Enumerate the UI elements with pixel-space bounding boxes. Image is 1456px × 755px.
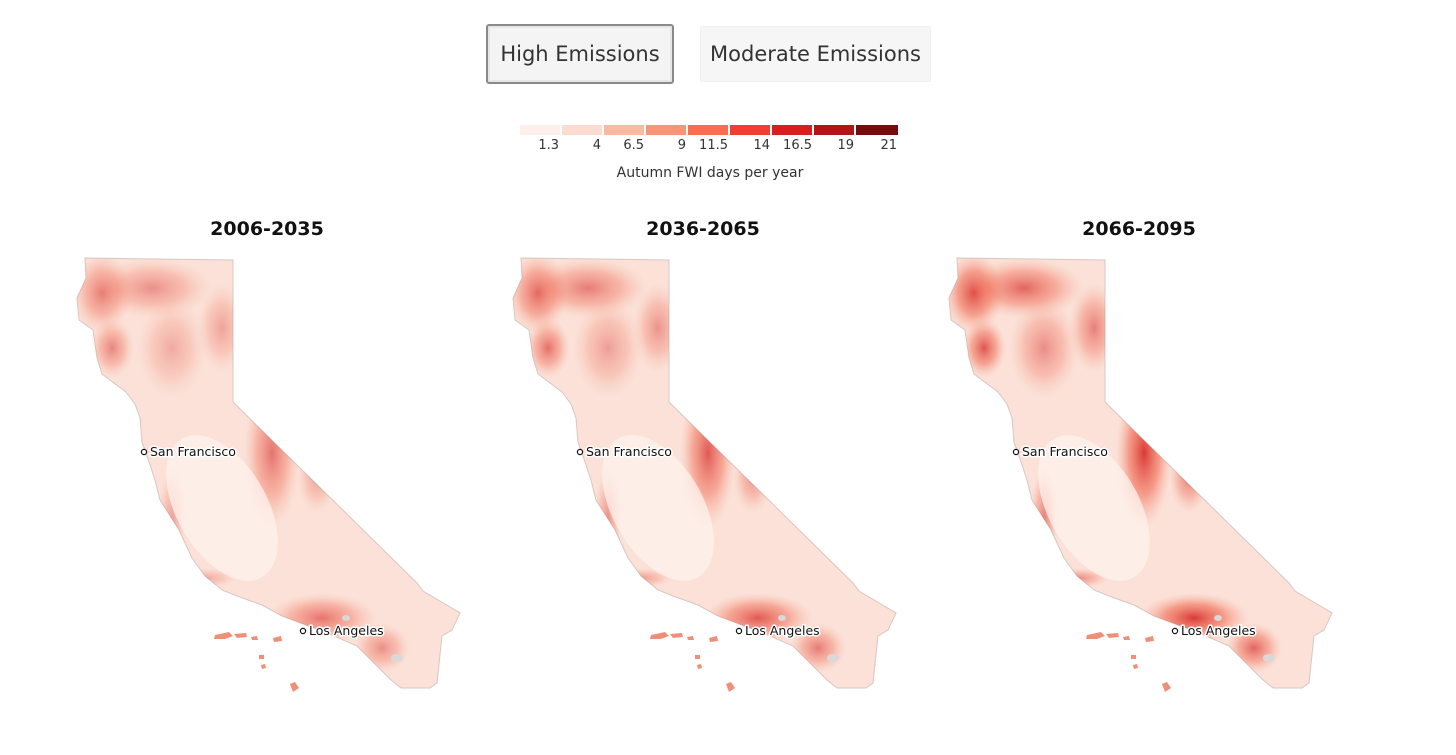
moderate-emissions-button[interactable]: Moderate Emissions <box>700 26 931 82</box>
lake <box>150 447 160 453</box>
legend-swatch-7 <box>772 125 812 135</box>
channel-island <box>1162 682 1171 692</box>
lake <box>827 654 839 662</box>
legend-swatch-4 <box>646 125 686 135</box>
san-francisco-marker <box>140 448 148 456</box>
channel-island <box>234 633 247 638</box>
los-angeles-marker <box>299 627 307 635</box>
san-francisco-label: San Francisco <box>586 444 672 459</box>
california-map: San Francisco Los Angeles <box>76 257 461 692</box>
lake <box>1263 654 1275 662</box>
channel-island <box>709 636 718 642</box>
channel-island <box>695 655 700 659</box>
los-angeles-marker <box>735 627 743 635</box>
channel-island <box>259 655 264 659</box>
lake <box>1022 447 1032 453</box>
channel-island <box>687 636 694 640</box>
san-francisco-marker <box>576 448 584 456</box>
fire-weather-heat-layer <box>513 258 846 673</box>
channel-island <box>1086 632 1105 639</box>
channel-island <box>273 636 282 642</box>
legend-tick-1: 1.3 <box>538 138 559 153</box>
legend-tick-7: 16.5 <box>783 138 812 153</box>
los-angeles-marker <box>1171 627 1179 635</box>
channel-island <box>1123 636 1130 640</box>
channel-island <box>214 632 233 639</box>
color-legend: 1.3 4 6.5 9 11.5 14 16.5 19 21 Autumn FW… <box>520 125 900 185</box>
san-francisco-label: San Francisco <box>1022 444 1108 459</box>
legend-tick-2: 4 <box>592 138 601 153</box>
legend-tick-3: 6.5 <box>623 138 644 153</box>
map-title: 2066-2095 <box>1082 218 1196 240</box>
legend-swatch-5 <box>688 125 728 135</box>
map-panel-3: San Francisco Los Angeles 2066-2095 <box>929 218 1349 718</box>
san-francisco-marker <box>1012 448 1020 456</box>
legend-swatch-9 <box>856 125 898 135</box>
fire-weather-heat-layer <box>77 258 410 673</box>
lake <box>778 615 786 621</box>
legend-tick-6: 14 <box>753 138 770 153</box>
channel-island <box>670 633 683 638</box>
lake <box>586 447 596 453</box>
legend-swatch-8 <box>814 125 854 135</box>
legend-swatch-6 <box>730 125 770 135</box>
los-angeles-label: Los Angeles <box>1181 623 1256 638</box>
channel-island <box>1145 636 1154 642</box>
los-angeles-label: Los Angeles <box>309 623 384 638</box>
channel-island <box>251 636 258 640</box>
san-francisco-label: San Francisco <box>150 444 236 459</box>
legend-swatch-2 <box>562 125 602 135</box>
high-emissions-button[interactable]: High Emissions <box>486 24 674 84</box>
legend-swatch-1 <box>520 125 560 135</box>
channel-island <box>726 682 735 692</box>
map-title: 2006-2035 <box>210 218 324 240</box>
legend-title: Autumn FWI days per year <box>616 165 804 181</box>
channel-island <box>290 682 299 692</box>
legend-tick-9: 21 <box>880 138 897 153</box>
legend-swatch-3 <box>604 125 644 135</box>
fire-weather-heat-layer <box>949 258 1282 673</box>
channel-island <box>1106 633 1119 638</box>
map-title: 2036-2065 <box>646 218 760 240</box>
california-map: San Francisco Los Angeles <box>512 257 897 692</box>
lake <box>1214 615 1222 621</box>
los-angeles-label: Los Angeles <box>745 623 820 638</box>
map-panel-2: San Francisco Los Angeles 2036-2065 <box>493 218 913 718</box>
california-map: San Francisco Los Angeles <box>948 257 1333 692</box>
legend-tick-4: 9 <box>677 138 686 153</box>
lake <box>342 615 350 621</box>
lake <box>391 654 403 662</box>
channel-island <box>650 632 669 639</box>
channel-island <box>697 664 702 669</box>
channel-island <box>261 664 266 669</box>
channel-island <box>1131 655 1136 659</box>
map-panel-1: San Francisco Los Angeles 2006-2035 <box>57 218 477 718</box>
legend-tick-5: 11.5 <box>699 138 728 153</box>
legend-tick-8: 19 <box>837 138 854 153</box>
channel-island <box>1133 664 1138 669</box>
